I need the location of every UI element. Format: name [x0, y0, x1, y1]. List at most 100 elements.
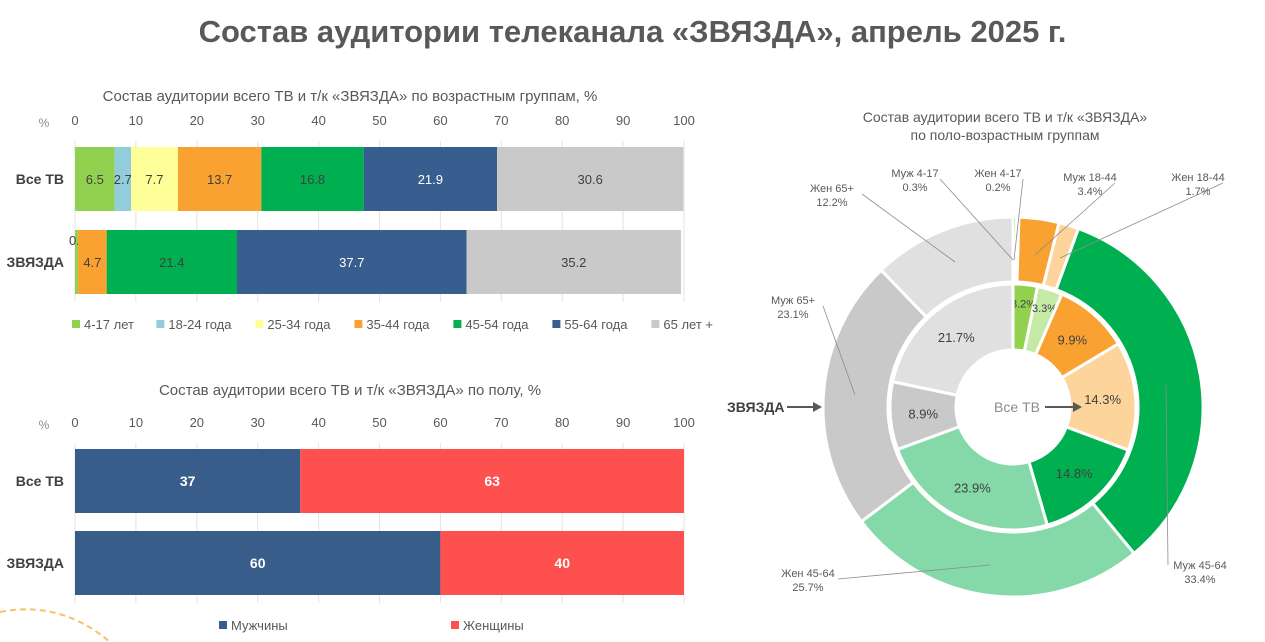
legend-label: 18-24 года — [168, 317, 232, 332]
tick-label: 50 — [372, 415, 386, 430]
slice-value: 0.3% — [902, 182, 927, 194]
data-label: 3.3% — [1032, 303, 1057, 315]
legend-swatch — [156, 320, 165, 328]
data-label: 2.7 — [114, 172, 132, 187]
tick-label: 90 — [616, 415, 630, 430]
slice-value: 12.2% — [816, 197, 847, 209]
tick-label: 80 — [555, 113, 569, 128]
legend-swatch — [219, 621, 227, 629]
data-label: 14.3% — [1084, 392, 1121, 407]
tick-label: 0 — [71, 415, 78, 430]
bar-segment — [363, 147, 498, 211]
data-label: 63 — [484, 473, 500, 489]
bar-segment — [131, 147, 178, 211]
bar-segment — [300, 449, 684, 513]
leader-line — [837, 564, 991, 580]
donut-slice — [1054, 226, 1205, 556]
bar-segment — [114, 147, 132, 211]
tick-label: 20 — [190, 113, 204, 128]
leader-line — [822, 305, 856, 396]
legend-swatch — [453, 320, 462, 328]
slice-category: Жен 45-64 — [781, 568, 834, 580]
axis-unit: % — [39, 418, 50, 432]
category-label: Все ТВ — [16, 171, 64, 187]
legend-swatch — [354, 320, 363, 328]
slice-category: Муж 18-44 — [1063, 172, 1116, 184]
data-label: 16.8 — [300, 172, 325, 187]
legend-label: 45-54 года — [465, 317, 529, 332]
bar-segment — [75, 449, 301, 513]
data-label: 23.9% — [954, 480, 991, 495]
data-label: 40 — [554, 555, 570, 571]
bar-segment — [440, 531, 684, 595]
bar-segment — [78, 230, 107, 294]
legend-swatch — [255, 320, 264, 328]
decorative-arc — [0, 608, 111, 642]
leader-line — [1059, 182, 1224, 259]
legend-label: 25-34 года — [267, 317, 331, 332]
outer-ring-label: ЗВЯЗДА — [727, 399, 784, 415]
slice-category: Муж 65+ — [771, 295, 815, 307]
tick-label: 100 — [673, 415, 695, 430]
slice-value: 23.1% — [777, 309, 808, 321]
bar-segment — [236, 230, 467, 294]
slice-value: 0.2% — [985, 182, 1010, 194]
donut-slice — [859, 480, 1137, 599]
legend-label: Мужчины — [231, 618, 288, 633]
data-label: 37 — [180, 473, 196, 489]
tick-label: 30 — [250, 113, 264, 128]
donut-slice — [879, 215, 1015, 320]
bar-segment — [261, 147, 364, 211]
page-title: Состав аудитории телеканала «ЗВЯЗДА», ап… — [198, 14, 1067, 49]
legend-label: Женщины — [463, 618, 524, 633]
tick-label: 50 — [372, 113, 386, 128]
tick-label: 70 — [494, 113, 508, 128]
data-label: 37.7 — [339, 255, 364, 270]
data-label: 3.2% — [1011, 299, 1036, 311]
donut-slice — [890, 282, 1015, 398]
data-label: 13.7 — [207, 172, 232, 187]
tick-label: 20 — [190, 415, 204, 430]
tick-label: 30 — [250, 415, 264, 430]
data-label: 8.9% — [908, 406, 938, 421]
slice-category: Жен 65+ — [810, 183, 854, 195]
data-label: 21.7% — [938, 330, 975, 345]
legend-swatch — [552, 320, 561, 328]
legend-label: 55-64 года — [564, 317, 628, 332]
category-label: Все ТВ — [16, 473, 64, 489]
chart-subtitle: по поло-возрастным группам — [910, 127, 1099, 143]
data-label: 4.7 — [83, 255, 101, 270]
data-label: 7.7 — [145, 172, 163, 187]
slice-value: 1.7% — [1185, 186, 1210, 198]
arrow-icon — [1073, 402, 1082, 412]
legend-label: 35-44 года — [366, 317, 430, 332]
center-label: Все ТВ — [994, 399, 1040, 415]
tick-label: 70 — [494, 415, 508, 430]
slice-value: 25.7% — [792, 582, 823, 594]
chart-title: Состав аудитории всего ТВ и т/к «ЗВЯЗДА» — [863, 109, 1148, 125]
slice-category: Жен 18-44 — [1171, 172, 1224, 184]
axis-unit: % — [39, 116, 50, 130]
chart-title: Состав аудитории всего ТВ и т/к «ЗВЯЗДА»… — [103, 88, 598, 105]
legend-swatch — [72, 320, 80, 328]
donut-slice — [895, 424, 1050, 532]
legend-label: 4-17 лет — [84, 317, 134, 332]
bar-segment — [466, 230, 681, 294]
tick-label: 40 — [311, 113, 325, 128]
tick-label: 10 — [129, 415, 143, 430]
data-label: 21.9 — [418, 172, 443, 187]
category-label: ЗВЯЗДА — [7, 555, 64, 571]
tick-label: 60 — [433, 415, 447, 430]
slice-category: Муж 4-17 — [891, 168, 938, 180]
leader-line — [1165, 384, 1169, 566]
tick-label: 0 — [71, 113, 78, 128]
bar-segment — [497, 147, 684, 211]
bar-segment — [177, 147, 262, 211]
tick-label: 40 — [311, 415, 325, 430]
tick-label: 100 — [673, 113, 695, 128]
legend-swatch — [451, 621, 459, 629]
leader-line — [939, 178, 1014, 261]
data-label: 35.2 — [561, 255, 586, 270]
leader-line — [1013, 178, 1024, 261]
